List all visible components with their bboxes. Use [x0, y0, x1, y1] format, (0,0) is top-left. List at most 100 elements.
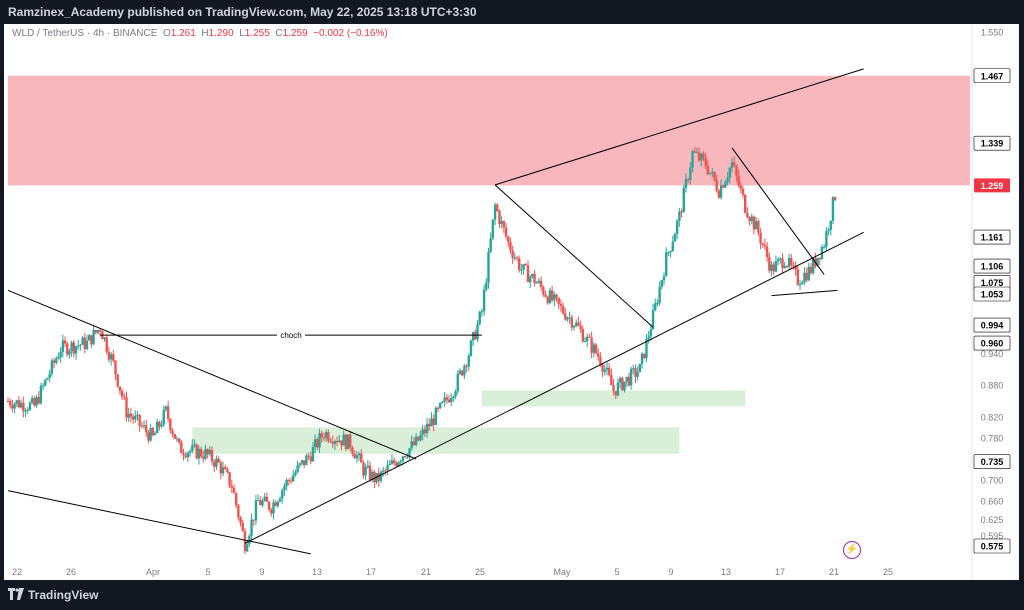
candle-body: [792, 265, 795, 267]
price-tick-label: 1.339: [981, 139, 1004, 149]
candle-body: [706, 165, 710, 174]
candle-body: [274, 502, 277, 506]
candle-body: [48, 373, 51, 379]
candle-body: [537, 280, 541, 283]
candle-body: [443, 397, 446, 402]
candle-body: [572, 325, 576, 328]
candle-body: [70, 342, 73, 352]
published-text: Ramzinex_Academy published on TradingVie…: [8, 5, 477, 19]
candle-body: [180, 442, 183, 454]
candle-body: [74, 346, 78, 354]
candle-body: [833, 197, 837, 200]
candle-body: [647, 336, 650, 339]
candle-body: [658, 286, 661, 303]
candle-body: [724, 181, 727, 188]
candle-body: [612, 385, 615, 392]
tradingview-brand[interactable]: TradingView: [28, 588, 99, 602]
candle-body: [395, 463, 398, 466]
candle-body: [586, 336, 589, 342]
candle-body: [87, 335, 91, 341]
candle-body: [713, 171, 716, 180]
candle-body: [204, 449, 207, 459]
price-label-box: [974, 178, 1010, 193]
candle-body: [695, 152, 699, 154]
candle-body: [94, 329, 97, 333]
candle-body: [388, 463, 391, 466]
candle-body: [160, 424, 163, 427]
candle-body: [649, 329, 653, 337]
time-tick-label: 13: [312, 567, 322, 577]
candle-body: [296, 465, 299, 473]
candle-body: [638, 363, 642, 373]
time-tick-label: 17: [775, 567, 785, 577]
candle-body: [401, 456, 405, 462]
candle-body: [469, 340, 473, 356]
candle-body: [640, 353, 644, 364]
candle-body: [645, 338, 648, 359]
candle-body: [408, 448, 411, 457]
candle-body: [739, 185, 743, 189]
price-tick-label: 1.106: [981, 262, 1004, 272]
candle-body: [441, 401, 444, 403]
candle-body: [610, 375, 613, 386]
candle-body: [539, 280, 543, 287]
candle-body: [261, 500, 264, 506]
lightning-bolt-icon[interactable]: ⚡: [843, 541, 861, 559]
candle-body: [719, 185, 723, 198]
price-tick-label: 0.700: [981, 476, 1004, 486]
candle-body: [342, 434, 345, 446]
candle-body: [173, 433, 176, 439]
candle-body: [140, 425, 144, 427]
candle-body: [406, 456, 409, 458]
candle-body: [708, 172, 712, 174]
candle-body: [618, 377, 622, 383]
candle-body: [504, 227, 508, 237]
price-chart[interactable]: choch 1.550 1.467 1.339 1.259 1.161 1.106 1.07…: [0, 0, 1024, 580]
candle-body: [428, 423, 431, 427]
candle-body: [557, 297, 560, 304]
candle-body: [184, 455, 187, 458]
candle-body: [134, 415, 137, 420]
candle-body: [302, 460, 306, 466]
symbol-legend[interactable]: WLD / TetherUS · 4h · BINANCE O1.261 H1.…: [12, 28, 388, 39]
price-tick-label: 0.994: [981, 321, 1004, 331]
candle-body: [818, 257, 821, 259]
candle-body: [153, 433, 157, 436]
candle-body: [550, 290, 554, 301]
time-tick-label: 22: [12, 567, 22, 577]
candle-body: [570, 317, 574, 328]
candle-body: [682, 187, 685, 213]
candle-body: [68, 351, 71, 355]
candle-body: [92, 329, 95, 345]
descending-trendline-2: [731, 147, 825, 275]
candle-body: [59, 351, 62, 358]
candle-body: [671, 241, 674, 251]
tradingview-logo-icon[interactable]: [8, 588, 24, 602]
candle-body: [228, 472, 231, 486]
candle-body: [754, 221, 758, 230]
candle-body: [656, 302, 659, 304]
candle-body: [590, 337, 593, 353]
candle-body: [364, 467, 367, 476]
candle-body: [169, 419, 172, 431]
candle-body: [458, 370, 462, 374]
candle-body: [259, 500, 262, 506]
candle-body: [559, 303, 563, 306]
candle-body: [116, 374, 119, 387]
candle-body: [162, 409, 165, 425]
candle-body: [11, 405, 14, 409]
candle-body: [219, 462, 223, 474]
candle-body: [362, 462, 365, 476]
price-tick-label: 0.660: [981, 497, 1004, 507]
candle-body: [208, 449, 212, 455]
candle-body: [430, 418, 433, 427]
candle-body: [232, 487, 236, 494]
candle-body: [757, 221, 760, 233]
candle-body: [752, 216, 756, 230]
candle-body: [812, 258, 815, 274]
candle-body: [566, 317, 569, 320]
candle-body: [324, 432, 328, 438]
price-tick-label: 1.467: [981, 71, 1004, 81]
candle-body: [717, 190, 721, 198]
price-tick-label: 1.259: [981, 181, 1004, 191]
